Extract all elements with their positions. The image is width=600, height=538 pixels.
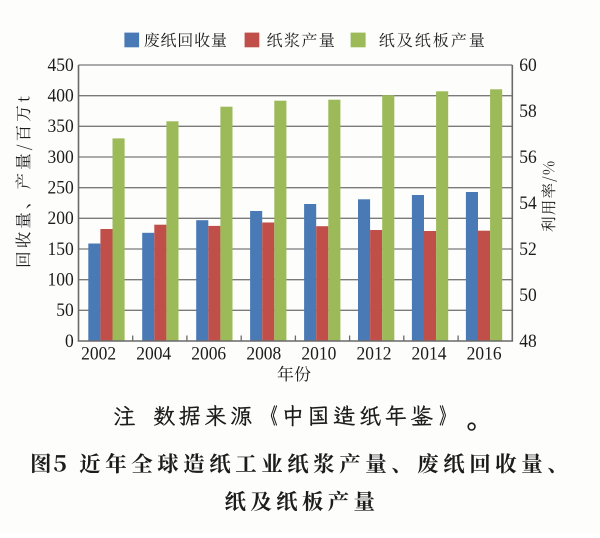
svg-text:60: 60 — [519, 55, 536, 76]
svg-text:100: 100 — [47, 269, 73, 290]
svg-text:2008: 2008 — [246, 343, 281, 364]
svg-text:200: 200 — [47, 208, 73, 229]
svg-text:2012: 2012 — [357, 343, 392, 364]
svg-text:58: 58 — [519, 101, 536, 122]
svg-text:350: 350 — [47, 116, 73, 137]
svg-text:54: 54 — [519, 193, 536, 214]
svg-text:2002: 2002 — [81, 343, 116, 364]
svg-text:2006: 2006 — [191, 343, 226, 364]
svg-text:400: 400 — [47, 85, 73, 106]
svg-text:48: 48 — [519, 331, 536, 352]
svg-text:2014: 2014 — [412, 343, 447, 364]
svg-text:250: 250 — [47, 177, 73, 198]
svg-text:50: 50 — [519, 285, 536, 306]
svg-text:0: 0 — [65, 330, 74, 351]
svg-text:150: 150 — [47, 238, 73, 259]
svg-text:50: 50 — [56, 300, 73, 321]
svg-text:2004: 2004 — [136, 343, 171, 364]
svg-text:300: 300 — [47, 146, 73, 167]
svg-text:2010: 2010 — [301, 343, 336, 364]
svg-text:2016: 2016 — [467, 343, 502, 364]
svg-text:52: 52 — [519, 239, 536, 260]
svg-text:450: 450 — [47, 54, 73, 75]
svg-text:56: 56 — [519, 147, 536, 168]
